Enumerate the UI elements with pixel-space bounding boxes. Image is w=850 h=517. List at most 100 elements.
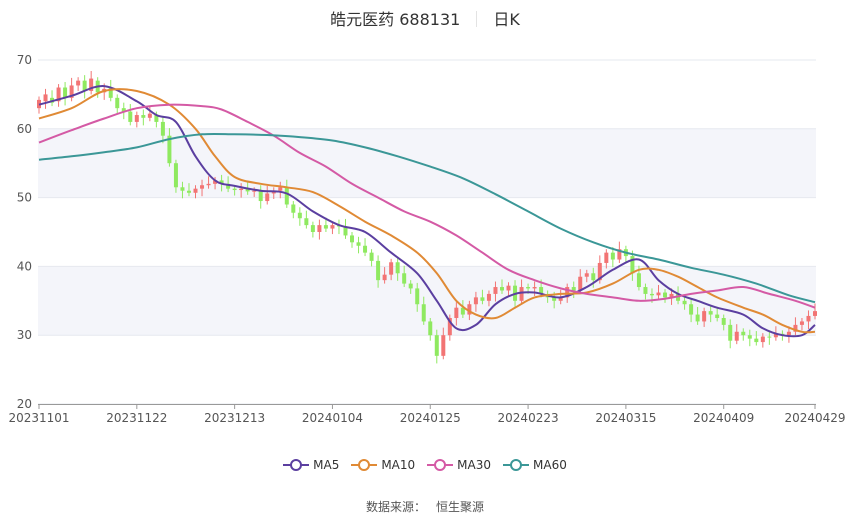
candle-body[interactable] [389, 262, 394, 275]
candle-body[interactable] [297, 212, 302, 219]
candle-body[interactable] [799, 321, 804, 325]
candle-body[interactable] [206, 183, 211, 186]
candle-body[interactable] [56, 87, 61, 102]
candle-body[interactable] [649, 293, 654, 296]
candle-body[interactable] [721, 318, 726, 325]
candle-body[interactable] [708, 311, 713, 315]
candle-body[interactable] [186, 190, 191, 193]
candle-body[interactable] [141, 115, 146, 118]
candle-body[interactable] [669, 293, 674, 298]
candle-body[interactable] [154, 115, 159, 122]
candle-body[interactable] [193, 188, 198, 193]
candle-body[interactable] [493, 287, 498, 294]
candle-body[interactable] [226, 183, 231, 189]
candle-body[interactable] [526, 287, 531, 289]
candle-body[interactable] [82, 80, 87, 91]
candle-body[interactable] [473, 297, 478, 305]
candle-body[interactable] [702, 311, 707, 322]
candle-body[interactable] [486, 293, 491, 301]
candle-body[interactable] [369, 252, 374, 261]
legend-item-ma5[interactable]: MA5 [283, 458, 339, 472]
candle-body[interactable] [69, 85, 74, 98]
candle-body[interactable] [232, 188, 237, 191]
candle-body[interactable] [76, 80, 81, 86]
candle-body[interactable] [200, 185, 205, 189]
candle-body[interactable] [304, 218, 309, 226]
candle-body[interactable] [539, 287, 544, 294]
candle-body[interactable] [506, 285, 511, 291]
candle-body[interactable] [467, 304, 472, 315]
candle-body[interactable] [323, 225, 328, 229]
candle-body[interactable] [460, 307, 465, 315]
candle-body[interactable] [434, 335, 439, 356]
period-label[interactable]: 日K [493, 10, 520, 29]
candle-body[interactable] [147, 113, 152, 118]
candle-body[interactable] [728, 324, 733, 341]
candle-body[interactable] [408, 283, 413, 289]
candle-body[interactable] [363, 245, 368, 253]
candle-body[interactable] [167, 135, 172, 164]
candle-body[interactable] [689, 304, 694, 315]
candle-body[interactable] [447, 318, 452, 336]
candle-body[interactable] [578, 276, 583, 291]
candle-body[interactable] [636, 273, 641, 288]
candle-body[interactable] [291, 204, 296, 213]
candle-body[interactable] [89, 78, 94, 91]
candle-body[interactable] [454, 307, 459, 318]
candle-body[interactable] [382, 274, 387, 281]
legend-item-ma10[interactable]: MA10 [351, 458, 415, 472]
candle-body[interactable] [108, 87, 113, 98]
candle-body[interactable] [715, 314, 720, 318]
candle-body[interactable] [402, 273, 407, 284]
candle-body[interactable] [63, 87, 68, 98]
candle-body[interactable] [278, 187, 283, 191]
candle-body[interactable] [793, 324, 798, 332]
candle-body[interactable] [519, 287, 524, 301]
candle-body[interactable] [734, 331, 739, 341]
candle-body[interactable] [532, 287, 537, 289]
candle-body[interactable] [663, 292, 668, 298]
candle-body[interactable] [656, 292, 661, 296]
candle-body[interactable] [604, 252, 609, 263]
candle-body[interactable] [180, 187, 185, 191]
candle-body[interactable] [630, 256, 635, 274]
candle-body[interactable] [741, 331, 746, 336]
candle-body[interactable] [552, 297, 557, 301]
candle-body[interactable] [584, 273, 589, 277]
candle-body[interactable] [806, 315, 811, 322]
candle-body[interactable] [160, 121, 165, 136]
candle-body[interactable] [643, 287, 648, 294]
candle-body[interactable] [395, 262, 400, 274]
candle-body[interactable] [760, 336, 765, 343]
candle-body[interactable] [43, 94, 48, 102]
candle-body[interactable] [330, 225, 335, 229]
candle-body[interactable] [284, 187, 289, 205]
candle-body[interactable] [134, 115, 139, 122]
candle-body[interactable] [695, 314, 700, 322]
candle-body[interactable] [480, 297, 485, 301]
candle-body[interactable] [245, 188, 250, 192]
candlesticks[interactable] [37, 71, 817, 364]
candle-body[interactable] [421, 304, 426, 322]
candle-body[interactable] [558, 297, 563, 301]
candle-body[interactable] [258, 190, 263, 202]
candle-body[interactable] [213, 180, 218, 184]
candle-body[interactable] [128, 111, 133, 122]
candle-body[interactable] [415, 288, 420, 305]
candle-body[interactable] [317, 225, 322, 232]
candle-body[interactable] [115, 97, 120, 109]
candle-body[interactable] [597, 262, 602, 281]
candle-body[interactable] [499, 287, 504, 291]
candle-body[interactable] [813, 311, 817, 316]
candle-body[interactable] [239, 188, 244, 191]
candle-body[interactable] [356, 242, 361, 246]
candle-body[interactable] [610, 252, 615, 260]
candle-body[interactable] [343, 226, 348, 236]
candle-body[interactable] [565, 287, 570, 298]
candle-body[interactable] [754, 338, 759, 343]
candle-body[interactable] [786, 331, 791, 336]
candle-body[interactable] [376, 260, 381, 281]
candle-body[interactable] [173, 163, 178, 188]
candle-body[interactable] [591, 273, 596, 281]
